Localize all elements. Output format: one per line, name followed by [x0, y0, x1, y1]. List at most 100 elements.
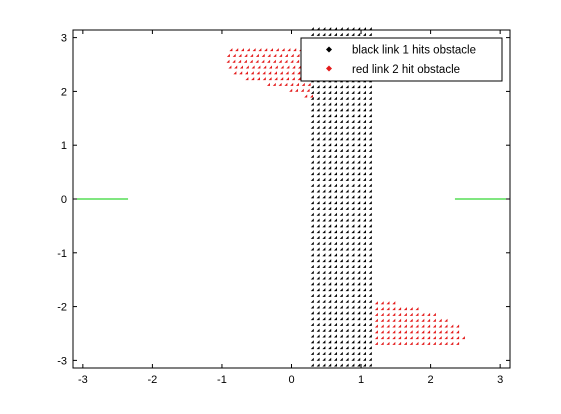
data-point-black: [310, 166, 314, 170]
legend-marker-red: [326, 65, 332, 72]
data-point-red: [281, 48, 285, 52]
data-point-black: [322, 253, 326, 257]
data-point-black: [363, 114, 367, 118]
data-point-red: [310, 94, 314, 98]
data-point-black: [328, 334, 332, 338]
data-point-black: [310, 293, 314, 297]
data-point-red: [273, 53, 277, 57]
data-point-black: [310, 235, 314, 239]
data-point-black: [345, 351, 349, 355]
data-point-red: [374, 336, 378, 340]
data-point-black: [351, 119, 355, 123]
data-point-red: [415, 312, 419, 316]
data-point-black: [334, 259, 338, 263]
data-point-black: [339, 218, 343, 222]
data-point-black: [328, 363, 332, 367]
data-point-black: [363, 299, 367, 303]
data-point-black: [363, 177, 367, 181]
data-point-black: [328, 230, 332, 234]
data-point-black: [357, 201, 361, 205]
data-point-black: [345, 195, 349, 199]
data-point-black: [357, 230, 361, 234]
y-axis-ticks: 3 2 1 0 -1 -2 -3: [57, 33, 510, 367]
data-point-black: [316, 32, 320, 36]
data-point-black: [328, 27, 332, 31]
data-point-red: [274, 71, 278, 75]
data-point-red: [427, 324, 431, 328]
data-point-red: [307, 82, 311, 86]
data-point-black: [334, 125, 338, 129]
data-point-black: [322, 195, 326, 199]
data-point-red: [285, 71, 289, 75]
data-point-black: [339, 201, 343, 205]
data-point-black: [368, 96, 372, 100]
data-point-black: [363, 183, 367, 187]
data-point-black: [363, 270, 367, 274]
data-point-black: [345, 154, 349, 158]
data-point-black: [310, 317, 314, 321]
data-point-black: [310, 241, 314, 245]
data-point-black: [345, 259, 349, 263]
data-point-black: [334, 235, 338, 239]
data-point-red: [238, 59, 242, 63]
data-point-black: [310, 328, 314, 332]
data-point-black: [363, 288, 367, 292]
data-point-red: [421, 330, 425, 334]
data-point-black: [357, 85, 361, 89]
data-point-black: [339, 160, 343, 164]
data-point-black: [334, 160, 338, 164]
data-point-black: [357, 27, 361, 31]
data-point-black: [351, 85, 355, 89]
data-point-black: [345, 90, 349, 94]
data-point-black: [316, 108, 320, 112]
legend-marker-black: [326, 46, 332, 53]
data-point-red: [262, 77, 266, 81]
legend[interactable]: black link 1 hits obstacle red link 2 hi…: [300, 37, 503, 82]
legend-box: [300, 37, 503, 82]
data-point-black: [345, 172, 349, 176]
data-point-black: [316, 212, 320, 216]
data-point-black: [322, 114, 326, 118]
data-point-black: [368, 270, 372, 274]
data-point-red: [286, 65, 290, 69]
data-point-black: [328, 119, 332, 123]
data-point-black: [345, 114, 349, 118]
data-point-black: [339, 195, 343, 199]
data-point-black: [357, 351, 361, 355]
data-point-black: [322, 206, 326, 210]
data-point-black: [339, 363, 343, 367]
data-point-black: [368, 259, 372, 263]
data-point-black: [357, 259, 361, 263]
data-point-black: [363, 264, 367, 268]
data-point-red: [421, 324, 425, 328]
data-point-black: [334, 293, 338, 297]
data-point-black: [334, 177, 338, 181]
data-point-black: [339, 32, 343, 36]
legend-label-black: black link 1 hits obstacle: [352, 45, 476, 57]
data-point-black: [363, 131, 367, 135]
data-point-black: [351, 328, 355, 332]
data-point-black: [328, 131, 332, 135]
data-point-black: [322, 148, 326, 152]
data-point-black: [328, 270, 332, 274]
data-point-red: [421, 318, 425, 322]
data-point-black: [328, 311, 332, 315]
data-point-black: [328, 189, 332, 193]
data-point-black: [334, 282, 338, 286]
data-point-red: [374, 324, 378, 328]
data-point-black: [334, 143, 338, 147]
data-point-black: [368, 241, 372, 245]
data-point-black: [322, 154, 326, 158]
data-point-black: [345, 241, 349, 245]
data-point-black: [316, 247, 320, 251]
data-point-black: [322, 276, 326, 280]
data-point-black: [334, 264, 338, 268]
data-point-red: [306, 88, 310, 92]
data-point-black: [310, 363, 314, 367]
data-point-black: [351, 160, 355, 164]
data-point-black: [363, 201, 367, 205]
data-point-black: [328, 224, 332, 228]
data-point-red: [264, 48, 268, 52]
data-point-black: [334, 114, 338, 118]
data-point-black: [334, 131, 338, 135]
